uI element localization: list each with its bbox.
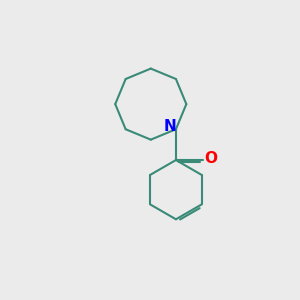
Text: O: O bbox=[204, 152, 218, 166]
Text: N: N bbox=[164, 119, 176, 134]
